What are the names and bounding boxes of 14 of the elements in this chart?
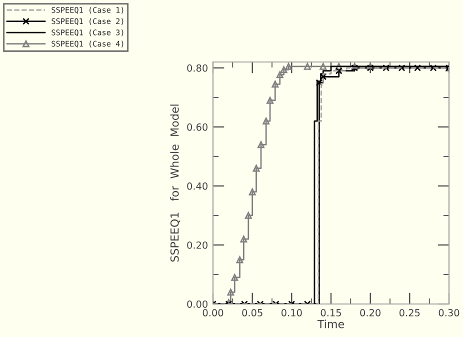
x-axis-title: Time [317,320,344,328]
y-axis-title: SSPEEQ1 for Whole Model [170,104,180,262]
y-tick-label: 0.00 [187,300,208,308]
y-tick-label: 0.80 [187,64,208,72]
y-tick-label: 0.60 [187,123,208,131]
x-tick-label: 0.15 [320,309,341,316]
x-tick-label: 0.20 [360,309,381,316]
x-tick-label: 0.00 [202,309,224,316]
x-tick-label: 0.05 [242,309,262,316]
x-tick-label: 0.25 [399,309,420,316]
y-tick-label: 0.40 [187,182,208,190]
y-tick-label: 0.20 [187,241,208,249]
x-tick-label: 0.30 [438,309,460,316]
x-tick-label: 0.10 [281,309,302,316]
